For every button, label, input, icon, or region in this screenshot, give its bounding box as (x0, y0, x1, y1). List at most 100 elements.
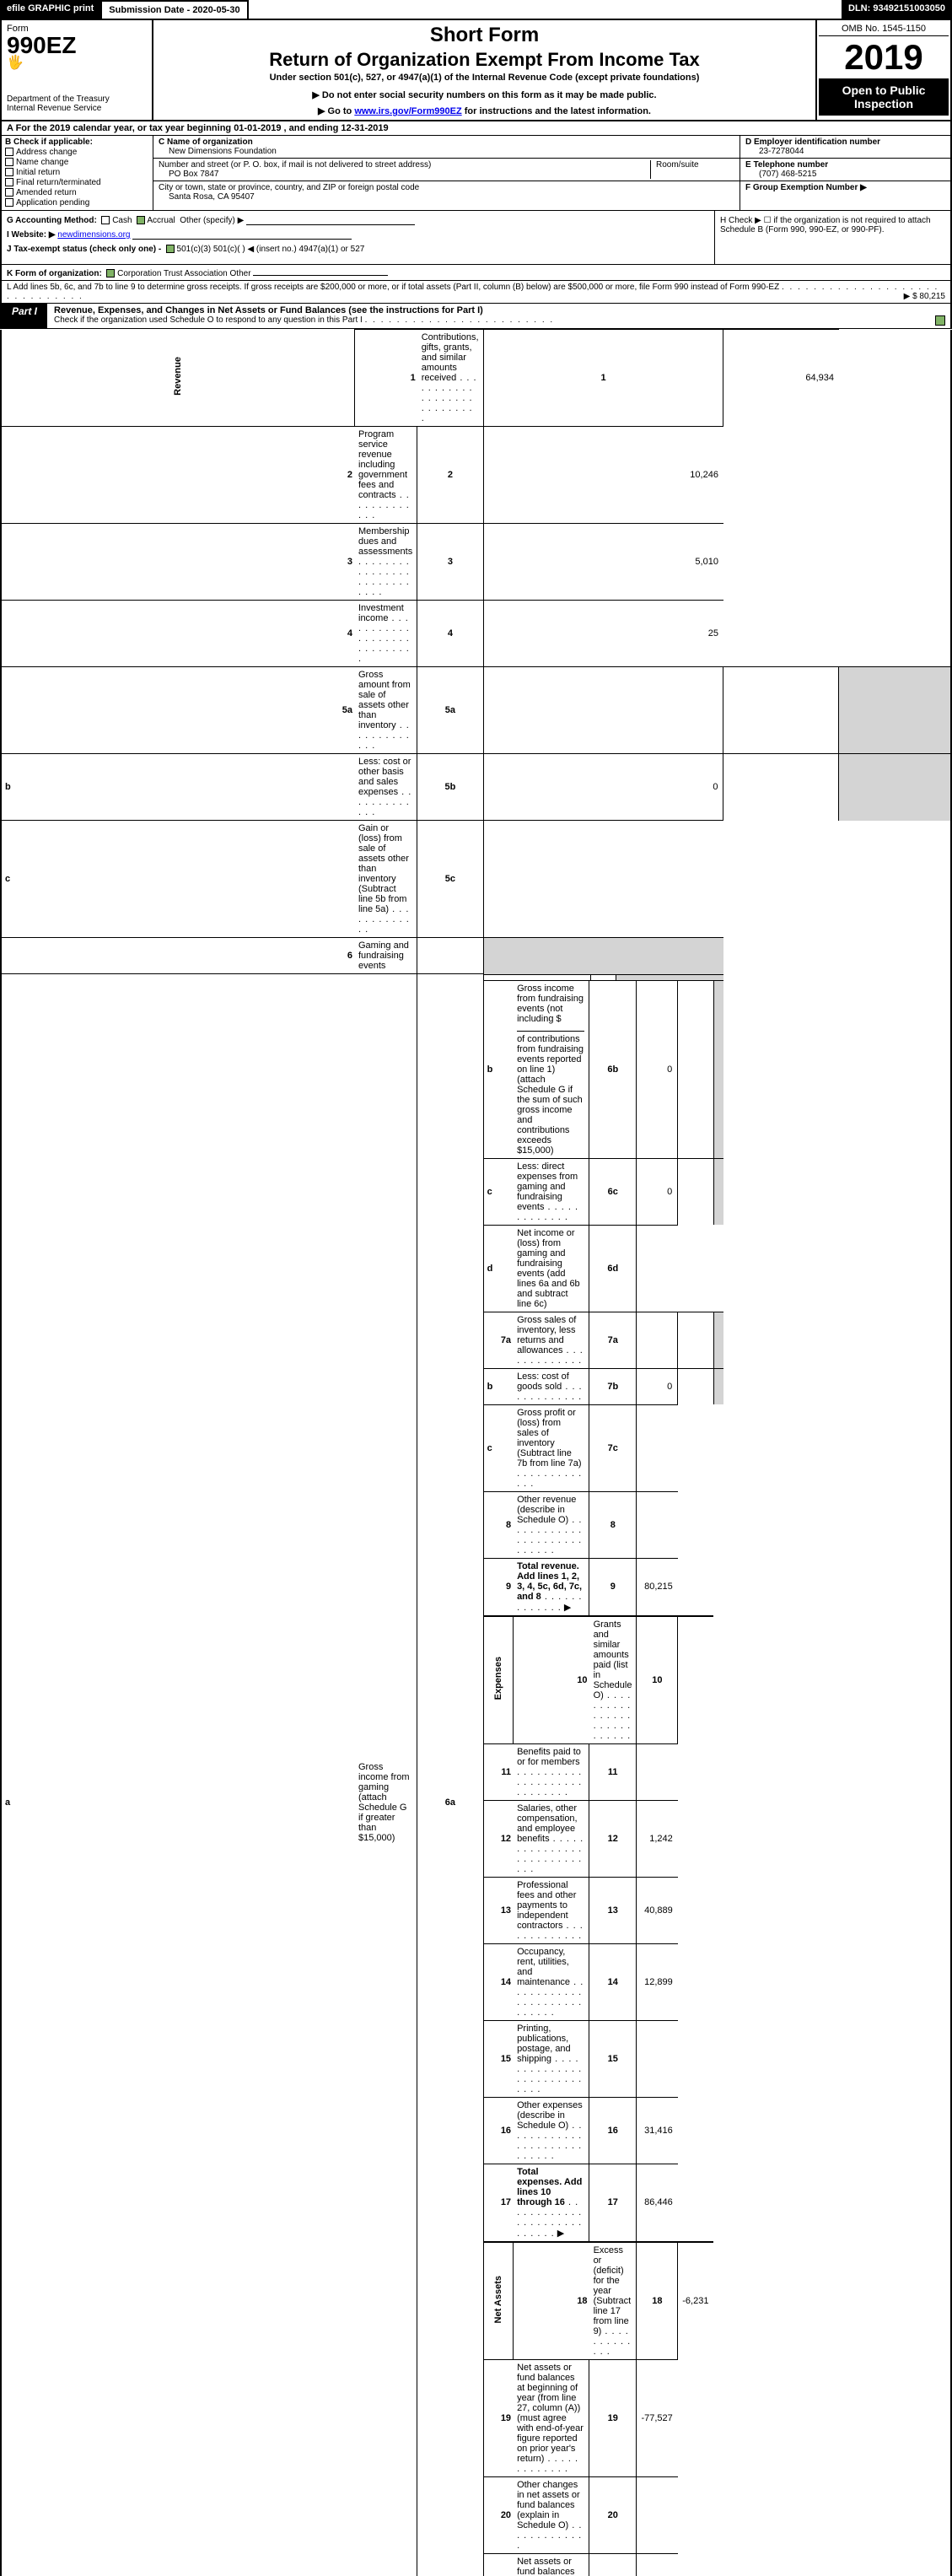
desc-7c: Gross profit or (loss) from sales of inv… (513, 1404, 589, 1491)
ln-17: 17 (484, 2164, 514, 2242)
chk-address-change[interactable]: Address change (5, 148, 149, 157)
num-7a-shade (678, 1312, 714, 1368)
desc-13: Professional fees and other payments to … (513, 1877, 589, 1943)
desc-10: Grants and similar amounts paid (list in… (589, 1616, 637, 1744)
suba-7a (637, 1312, 678, 1368)
addr-label: Number and street (or P. O. box, if mail… (159, 160, 650, 170)
ln-13: 13 (484, 1877, 514, 1943)
under-section: Under section 501(c), 527, or 4947(a)(1)… (160, 73, 809, 83)
desc-7a: Gross sales of inventory, less returns a… (513, 1312, 589, 1368)
ln-1: 1 (354, 330, 417, 427)
num-17: 17 (589, 2164, 637, 2242)
col-h: H Check ▶ ☐ if the organization is not r… (714, 211, 950, 264)
subn-7a: 7a (589, 1312, 637, 1368)
chk-cash[interactable] (101, 216, 110, 224)
chk-corporation[interactable] (106, 269, 115, 278)
city-label: City or town, state or province, country… (159, 183, 734, 192)
num-6c-shade (678, 1158, 714, 1225)
goto-post: for instructions and the latest informat… (462, 106, 651, 116)
part1-checkbox[interactable] (930, 304, 950, 328)
tax-year: 2019 (819, 36, 949, 78)
ln-16: 16 (484, 2097, 514, 2164)
suba-6b: 0 (637, 980, 678, 1158)
ln-8: 8 (484, 1491, 514, 1558)
num-6-shade (417, 938, 483, 974)
title-short: Short Form (160, 24, 809, 47)
section-revenue: Revenue (1, 330, 354, 427)
header-center: Short Form Return of Organization Exempt… (153, 20, 815, 120)
group-exemption-cell: F Group Exemption Number ▶ (740, 181, 950, 194)
chk-application-pending[interactable]: Application pending (5, 198, 149, 207)
room-suite: Room/suite (650, 160, 734, 179)
amt-21: -83,758 (637, 2553, 678, 2576)
ln-7c: c (484, 1404, 514, 1491)
org-city-row: City or town, state or province, country… (153, 181, 740, 203)
col-b-checkboxes: B Check if applicable: Address change Na… (2, 136, 153, 210)
phone-value: (707) 468-5215 (745, 170, 945, 179)
amt-7b-shade (713, 1368, 723, 1404)
num-7c: 7c (589, 1404, 637, 1491)
ln-11: 11 (484, 1743, 514, 1800)
suba-5b: 0 (483, 754, 723, 821)
efile-print[interactable]: efile GRAPHIC print (0, 0, 100, 19)
ln-5a: 5a (1, 667, 354, 754)
org-name-label: C Name of organization (159, 137, 728, 147)
ln-6c: c (484, 1158, 514, 1225)
desc-3: Membership dues and assessments (354, 524, 417, 601)
amt-15 (637, 2020, 678, 2097)
amt-18: -6,231 (678, 2242, 714, 2360)
amt-20 (637, 2476, 678, 2553)
org-name: New Dimensions Foundation (159, 147, 734, 156)
ln-6d: d (484, 1225, 514, 1312)
amt-8 (637, 1491, 678, 1558)
num-21: 21 (589, 2553, 637, 2576)
org-addr-row: Number and street (or P. O. box, if mail… (153, 159, 740, 181)
chk-final-return[interactable]: Final return/terminated (5, 178, 149, 187)
part1-title: Revenue, Expenses, and Changes in Net As… (47, 304, 930, 328)
num-16: 16 (589, 2097, 637, 2164)
row-k: K Form of organization: Corporation Trus… (0, 265, 952, 281)
desc-9: Total revenue. Add lines 1, 2, 3, 4, 5c,… (513, 1558, 589, 1616)
irs-link[interactable]: www.irs.gov/Form990EZ (354, 106, 461, 116)
city-value: Santa Rosa, CA 95407 (159, 192, 734, 202)
desc-5b: Less: cost or other basis and sales expe… (354, 754, 417, 821)
ln-14: 14 (484, 1943, 514, 2020)
form-header: Form 990EZ 🖐 Department of the Treasury … (0, 20, 952, 121)
ln-6b: b (484, 980, 514, 1158)
suba-6a (484, 974, 591, 980)
amt-4: 25 (483, 601, 723, 667)
num-3: 3 (417, 524, 483, 601)
amt-19: -77,527 (637, 2359, 678, 2476)
amt-6-shade (483, 938, 723, 974)
gross-receipts: ▶ $ 80,215 (904, 292, 945, 301)
chk-amended-return[interactable]: Amended return (5, 188, 149, 197)
chk-accrual[interactable] (137, 216, 145, 224)
ln-18: 18 (513, 2242, 589, 2360)
website-link[interactable]: newdimensions.org (57, 230, 130, 240)
desc-5a: Gross amount from sale of assets other t… (354, 667, 417, 754)
chk-initial-return[interactable]: Initial return (5, 168, 149, 177)
desc-19: Net assets or fund balances at beginning… (513, 2359, 589, 2476)
num-5a-shade (723, 667, 839, 754)
org-name-row: C Name of organization New Dimensions Fo… (153, 136, 740, 159)
amt-10 (678, 1616, 714, 1744)
header-left: Form 990EZ 🖐 Department of the Treasury … (2, 20, 153, 120)
dln: DLN: 93492151003050 (842, 0, 952, 19)
amt-13: 40,889 (637, 1877, 678, 1943)
amt-5a-shade (839, 667, 951, 754)
spacer (249, 0, 842, 19)
phone-label: E Telephone number (745, 160, 945, 170)
chk-name-change[interactable]: Name change (5, 158, 149, 167)
num-11: 11 (589, 1743, 637, 1800)
part1-tab: Part I (2, 304, 47, 328)
amt-7c (637, 1404, 678, 1491)
amt-6c-shade (713, 1158, 723, 1225)
subn-6c: 6c (589, 1158, 637, 1225)
chk-501c3[interactable] (166, 245, 175, 253)
desc-20: Other changes in net assets or fund bala… (513, 2476, 589, 2553)
amt-16: 31,416 (637, 2097, 678, 2164)
desc-8: Other revenue (describe in Schedule O) (513, 1491, 589, 1558)
amt-6a-shade (616, 974, 723, 980)
website-row: I Website: ▶ newdimensions.org (7, 230, 709, 240)
ein-label: D Employer identification number (745, 137, 945, 147)
